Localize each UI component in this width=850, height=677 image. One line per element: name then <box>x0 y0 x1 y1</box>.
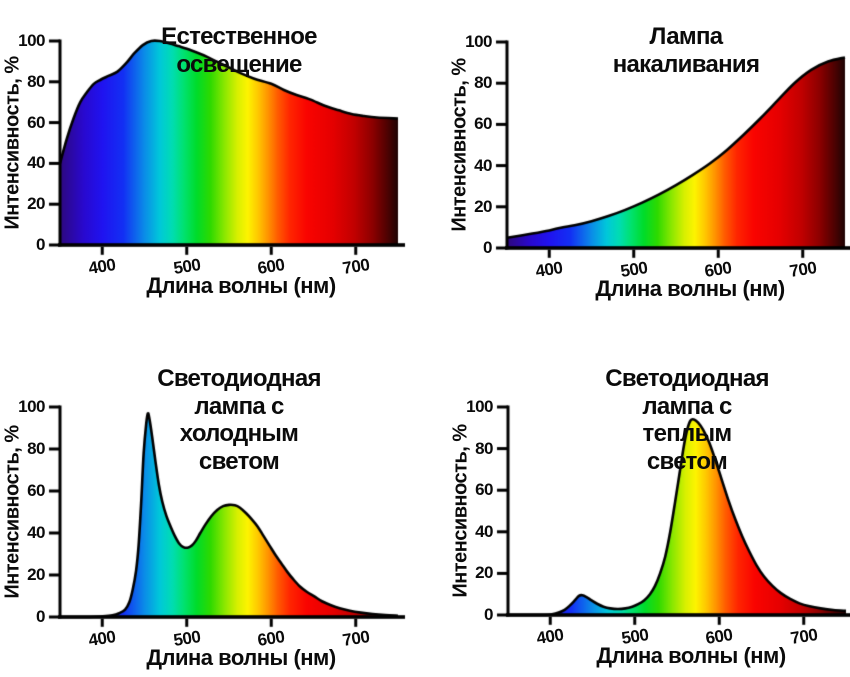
spectrum-plot-canvas <box>0 0 425 320</box>
spectrum-plot-canvas <box>425 340 850 677</box>
x-tick-label: 600 <box>256 255 286 278</box>
chart-natural-light: Естественное освещение Интенсивность, % … <box>0 0 425 320</box>
y-tick-label: 80 <box>474 73 492 93</box>
y-tick-label: 60 <box>27 112 45 132</box>
x-tick-label: 400 <box>535 625 565 648</box>
y-tick-label: 100 <box>18 397 45 416</box>
chart-led-cold-light: Светодиодная лампа с холодным светом Инт… <box>0 340 425 677</box>
x-tick-label: 700 <box>340 255 371 278</box>
y-axis-label: Интенсивность, % <box>448 58 471 232</box>
y-tick-label: 60 <box>475 480 493 500</box>
x-tick-label: 500 <box>618 258 649 281</box>
chart-title: Светодиодная лампа с теплым светом <box>605 364 769 475</box>
x-tick-label: 500 <box>171 255 202 278</box>
chart-led-warm-light: Светодиодная лампа с теплым светом Интен… <box>425 340 850 677</box>
x-tick-label: 400 <box>87 627 117 650</box>
y-tick-label: 100 <box>466 397 493 416</box>
x-tick-label: 400 <box>87 255 117 278</box>
x-tick-label: 500 <box>171 627 202 650</box>
y-tick-label: 100 <box>465 32 492 51</box>
y-tick-label: 0 <box>36 235 45 254</box>
x-tick-label: 700 <box>340 627 371 650</box>
x-tick-label: 600 <box>704 625 734 648</box>
y-tick-label: 20 <box>475 563 493 583</box>
chart-title: Лампа накаливания <box>612 22 760 78</box>
y-tick-label: 80 <box>475 438 493 458</box>
x-tick-label: 700 <box>787 258 818 281</box>
chart-incandescent-lamp: Лампа накаливания Интенсивность, % Длина… <box>425 0 850 320</box>
y-axis-label: Интенсивность, % <box>1 425 24 599</box>
spectrum-plot-canvas <box>425 0 850 320</box>
y-axis-label: Интенсивность, % <box>1 56 24 230</box>
x-axis-label: Длина волны (нм) <box>595 276 785 301</box>
y-tick-label: 80 <box>27 71 45 91</box>
y-tick-label: 0 <box>483 238 492 257</box>
x-tick-label: 500 <box>619 625 650 648</box>
y-axis-label: Интенсивность, % <box>449 424 472 598</box>
x-tick-label: 700 <box>788 625 819 648</box>
y-tick-label: 80 <box>27 439 45 458</box>
x-tick-label: 600 <box>703 258 733 281</box>
x-tick-label: 400 <box>534 258 564 281</box>
y-tick-label: 40 <box>27 523 45 542</box>
x-axis-label: Длина волны (нм) <box>146 645 336 670</box>
y-tick-label: 100 <box>18 31 45 50</box>
x-axis-label: Длина волны (нм) <box>596 643 786 668</box>
y-tick-label: 20 <box>27 565 45 584</box>
y-tick-label: 40 <box>474 155 492 175</box>
x-axis-label: Длина волны (нм) <box>146 273 336 298</box>
x-tick-label: 600 <box>256 627 286 650</box>
y-tick-label: 40 <box>475 521 493 541</box>
y-tick-label: 20 <box>27 194 45 214</box>
y-tick-label: 0 <box>484 605 493 624</box>
y-tick-label: 60 <box>474 114 492 134</box>
chart-title: Естественное освещение <box>161 22 317 78</box>
spectrum-plot-canvas <box>0 340 425 677</box>
y-tick-label: 0 <box>36 607 45 626</box>
y-tick-label: 40 <box>27 153 45 173</box>
chart-title: Светодиодная лампа с холодным светом <box>157 364 321 475</box>
y-tick-label: 60 <box>27 481 45 500</box>
y-tick-label: 20 <box>474 196 492 216</box>
